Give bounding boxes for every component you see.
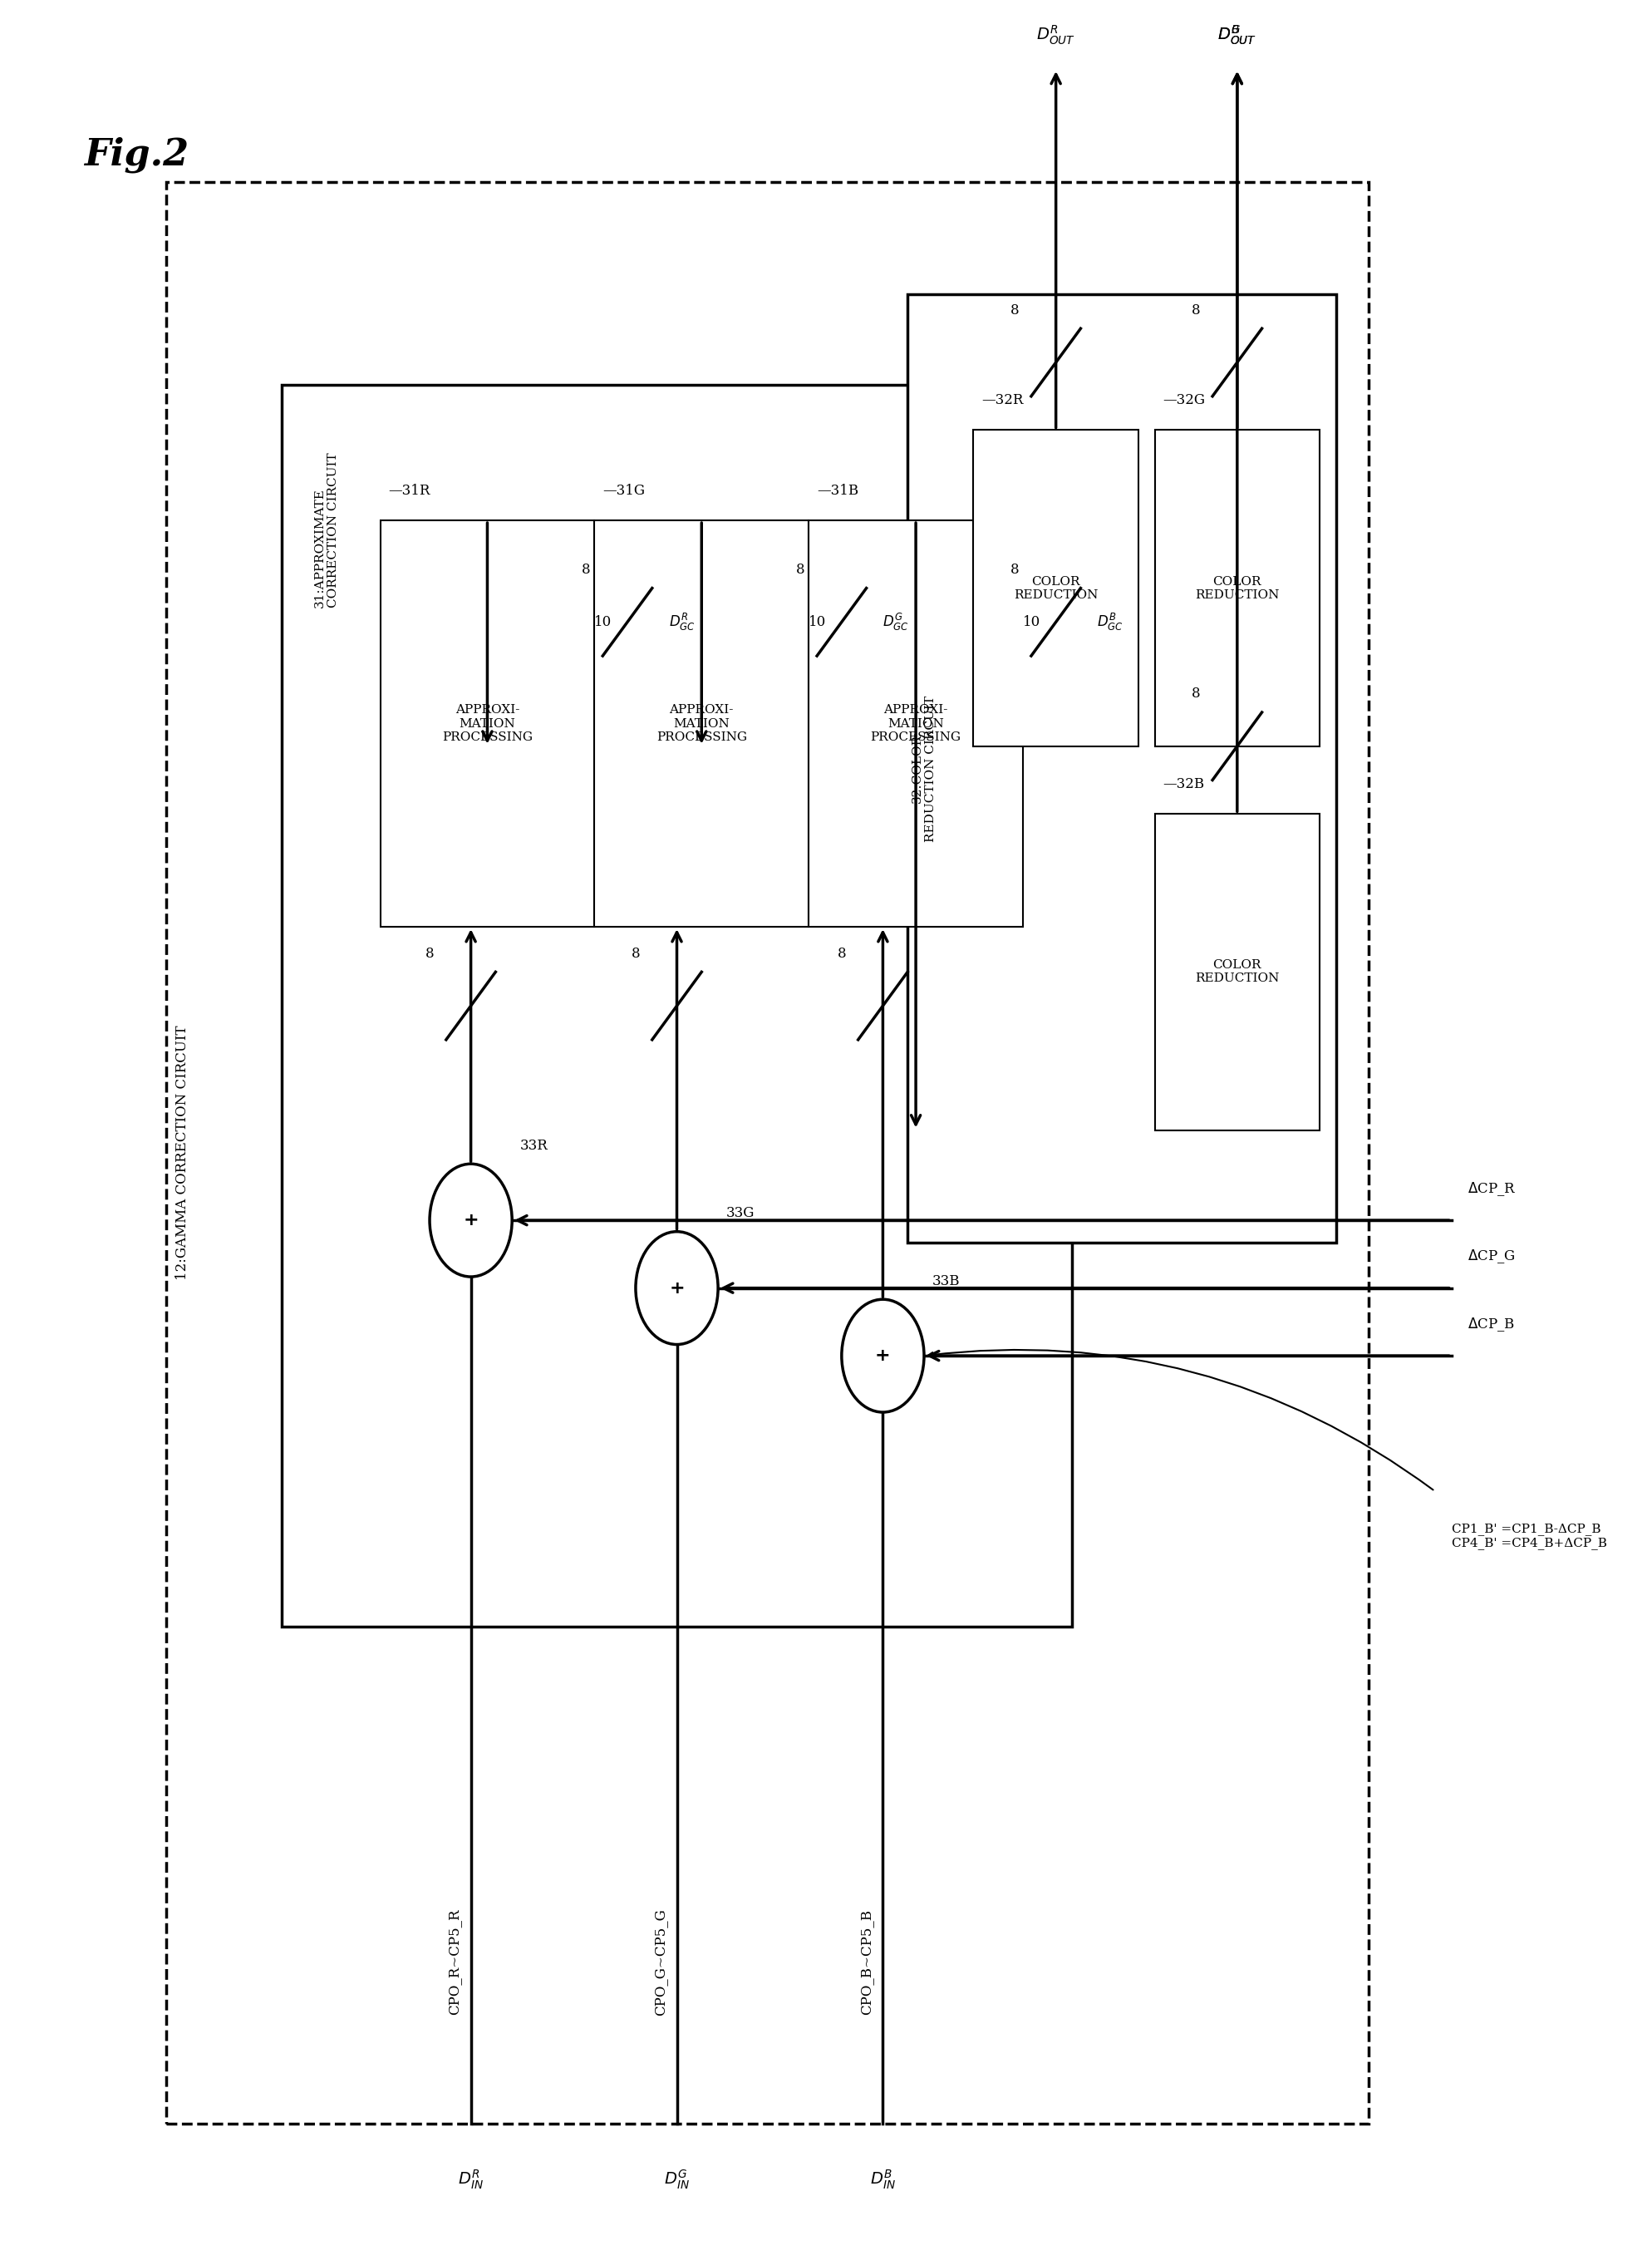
Bar bbox=[1155, 814, 1320, 1130]
Text: 8: 8 bbox=[796, 563, 805, 576]
Bar bbox=[907, 294, 1336, 1243]
Circle shape bbox=[841, 1300, 923, 1412]
Text: APPROXI-
MATION
PROCESSING: APPROXI- MATION PROCESSING bbox=[871, 705, 961, 744]
Bar bbox=[380, 520, 595, 927]
Text: 33G: 33G bbox=[727, 1207, 755, 1220]
Bar bbox=[809, 520, 1023, 927]
Text: $D_{IN}^B$: $D_{IN}^B$ bbox=[871, 2170, 895, 2192]
Text: 8: 8 bbox=[582, 563, 591, 576]
Text: 10: 10 bbox=[1023, 615, 1041, 628]
Text: 8: 8 bbox=[425, 947, 434, 961]
Text: 33R: 33R bbox=[520, 1139, 548, 1153]
Text: 31:APPROXIMATE
CORRECTION CIRCUIT: 31:APPROXIMATE CORRECTION CIRCUIT bbox=[314, 452, 339, 608]
Text: $\Delta$CP_B: $\Delta$CP_B bbox=[1469, 1315, 1515, 1333]
Text: —31B: —31B bbox=[818, 484, 859, 497]
Text: CPO_G~CP5_G: CPO_G~CP5_G bbox=[653, 1910, 667, 2016]
Text: 10: 10 bbox=[809, 615, 826, 628]
Text: $D_{GC}^B$: $D_{GC}^B$ bbox=[1097, 612, 1123, 633]
Text: 8: 8 bbox=[838, 947, 846, 961]
Text: APPROXI-
MATION
PROCESSING: APPROXI- MATION PROCESSING bbox=[656, 705, 747, 744]
Text: COLOR
REDUCTION: COLOR REDUCTION bbox=[1194, 961, 1279, 985]
Text: COLOR
REDUCTION: COLOR REDUCTION bbox=[1014, 576, 1099, 601]
Circle shape bbox=[636, 1232, 719, 1345]
Text: 8: 8 bbox=[631, 947, 639, 961]
Text: $D_{OUT}^B$: $D_{OUT}^B$ bbox=[1218, 23, 1257, 45]
Text: $\Delta$CP_G: $\Delta$CP_G bbox=[1469, 1248, 1515, 1266]
Text: COLOR
REDUCTION: COLOR REDUCTION bbox=[1194, 576, 1279, 601]
Bar bbox=[1155, 429, 1320, 746]
Text: 8: 8 bbox=[1011, 303, 1019, 316]
Text: 12:GAMMA CORRECTION CIRCUIT: 12:GAMMA CORRECTION CIRCUIT bbox=[175, 1026, 190, 1279]
Circle shape bbox=[430, 1164, 512, 1277]
Text: 8: 8 bbox=[1191, 303, 1201, 316]
Text: APPROXI-
MATION
PROCESSING: APPROXI- MATION PROCESSING bbox=[443, 705, 532, 744]
Text: +: + bbox=[669, 1279, 684, 1297]
Text: 32:COLOR
REDUCTION CIRCUIT: 32:COLOR REDUCTION CIRCUIT bbox=[912, 696, 937, 843]
Text: 33B: 33B bbox=[932, 1275, 960, 1288]
Text: 8: 8 bbox=[1011, 563, 1019, 576]
Text: —31R: —31R bbox=[388, 484, 430, 497]
Text: +: + bbox=[876, 1347, 890, 1365]
Bar bbox=[973, 429, 1138, 746]
Text: —32G: —32G bbox=[1163, 393, 1206, 407]
Bar bbox=[595, 520, 809, 927]
Text: —32R: —32R bbox=[981, 393, 1024, 407]
Text: $D_{IN}^R$: $D_{IN}^R$ bbox=[458, 2170, 484, 2192]
Text: Fig.2: Fig.2 bbox=[84, 136, 188, 172]
Text: $D_{OUT}^R$: $D_{OUT}^R$ bbox=[1036, 23, 1075, 45]
Text: $D_{OUT}^G$: $D_{OUT}^G$ bbox=[1218, 23, 1257, 45]
Text: CPO_B~CP5_B: CPO_B~CP5_B bbox=[859, 1910, 874, 2014]
Text: +: + bbox=[463, 1211, 479, 1229]
Text: $D_{GC}^R$: $D_{GC}^R$ bbox=[669, 612, 695, 633]
Text: CPO_R~CP5_R: CPO_R~CP5_R bbox=[448, 1910, 461, 2016]
Text: 10: 10 bbox=[595, 615, 613, 628]
Text: CP1_B' =CP1_B-ΔCP_B
CP4_B' =CP4_B+ΔCP_B: CP1_B' =CP1_B-ΔCP_B CP4_B' =CP4_B+ΔCP_B bbox=[1452, 1523, 1607, 1550]
Text: $\Delta$CP_R: $\Delta$CP_R bbox=[1469, 1180, 1517, 1198]
Text: $D_{IN}^G$: $D_{IN}^G$ bbox=[664, 2170, 689, 2192]
Text: —31G: —31G bbox=[603, 484, 644, 497]
Text: —32B: —32B bbox=[1163, 777, 1204, 791]
Text: $D_{GC}^G$: $D_{GC}^G$ bbox=[882, 612, 909, 633]
Text: 8: 8 bbox=[1191, 687, 1201, 701]
Bar bbox=[165, 181, 1370, 2124]
Bar bbox=[281, 384, 1072, 1627]
